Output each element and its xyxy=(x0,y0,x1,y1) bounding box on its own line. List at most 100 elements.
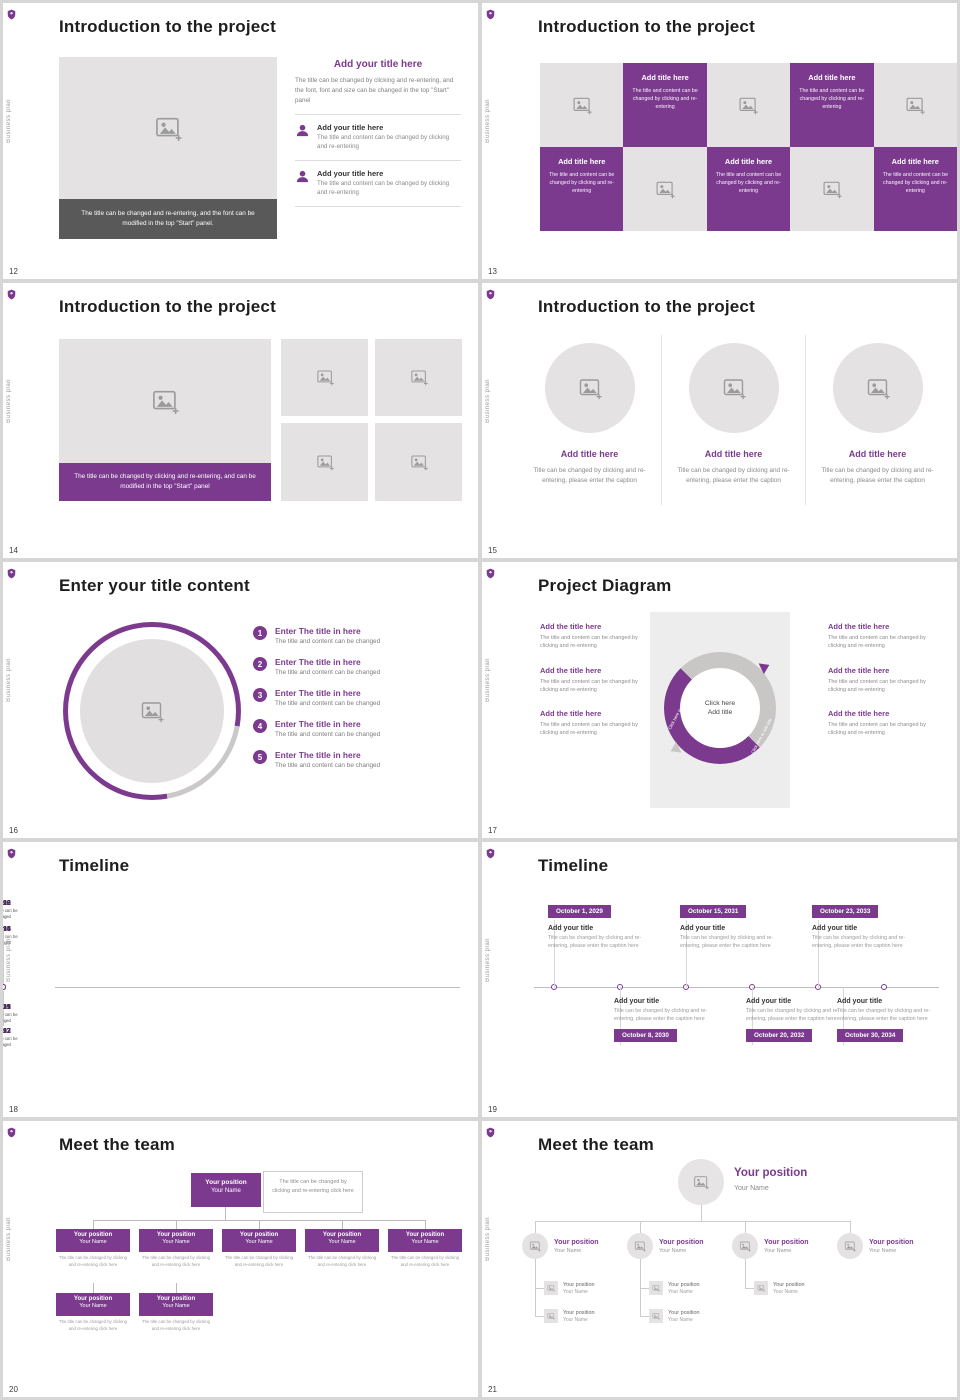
connector-line xyxy=(535,1221,850,1223)
timeline-axis xyxy=(534,986,939,988)
university-emblem-icon xyxy=(486,568,495,579)
slide-rail: Business plan xyxy=(3,562,19,838)
date-badge: October 1, 2029 xyxy=(548,904,611,918)
group-body: Title can be changed by clicking and re-… xyxy=(746,1007,840,1022)
column-item: Add title here Title can be changed by c… xyxy=(805,334,949,506)
box-caption: The title can be changed by clicking and… xyxy=(141,1255,211,1267)
feature-body: The title and content can be changed by … xyxy=(317,134,450,151)
image-icon xyxy=(844,1240,856,1252)
circle-image-placeholder xyxy=(688,342,779,433)
slide-21-thumbnail[interactable]: Business plan Meet the team Your positio… xyxy=(482,1121,957,1397)
slide-number: 20 xyxy=(9,1385,18,1394)
item-body: The title and content can be changed xyxy=(275,762,381,770)
group-title: Add your title xyxy=(812,924,858,932)
org-chart-box: Your position Your Name xyxy=(388,1229,462,1253)
feature-title: Add your title here xyxy=(317,169,384,179)
item-body: The title and content can be changed xyxy=(275,700,381,708)
list-item: 3 Enter The title in here The title and co… xyxy=(253,688,466,707)
avatar-placeholder xyxy=(522,1233,548,1260)
timeline-group: Add your title Title can be changed by c… xyxy=(746,986,862,1045)
slide-rail: Business plan xyxy=(482,562,498,838)
timeline-group: October 23, 2033 Add your title Title ca… xyxy=(812,900,928,988)
university-emblem-icon xyxy=(7,1127,16,1138)
box-caption: The title can be changed by clicking and… xyxy=(224,1255,294,1267)
item-body: The title and content can be changed by … xyxy=(828,678,926,693)
number-badge: 2 xyxy=(253,657,267,672)
rail-vertical-text: Business plan xyxy=(485,99,491,143)
team-sub-member: Your position Your Name xyxy=(649,1309,700,1324)
org-chart-box: Your position Your Name xyxy=(56,1293,130,1317)
position-label: Your position xyxy=(734,1167,808,1180)
image-icon xyxy=(905,95,925,115)
item-body: Title can be changed by clicking and re-… xyxy=(677,466,790,485)
box-caption: The title can be changed by clicking and… xyxy=(141,1319,211,1331)
right-item-column: Add the title here The title and content … xyxy=(828,622,940,753)
entry-body: The title can be changed xyxy=(3,933,18,945)
slide-title: Timeline xyxy=(538,855,609,875)
item-title: Add title here xyxy=(704,448,763,459)
image-icon xyxy=(634,1240,646,1252)
avatar-placeholder xyxy=(544,1281,558,1296)
slide-12-thumbnail[interactable]: Business plan Introduction to the projec… xyxy=(3,3,478,279)
group-title: Add your title xyxy=(746,997,792,1005)
item-title: Add title here xyxy=(848,448,907,459)
entry-body: The title can be changed xyxy=(3,933,18,945)
item-title: Add the title here xyxy=(828,709,890,719)
slide-rail: Business plan xyxy=(482,3,498,279)
feature-item: Add your title here The title and conten… xyxy=(295,161,461,208)
connector-line xyxy=(535,1259,536,1317)
entry-body: The title can be changed xyxy=(3,1035,18,1047)
university-emblem-icon xyxy=(7,848,16,859)
box-caption: The title can be changed by clicking and… xyxy=(390,1255,460,1267)
name-label: Your Name xyxy=(563,1288,588,1295)
image-icon xyxy=(529,1240,541,1252)
item-body: Title can be changed by clicking and re-… xyxy=(533,466,646,485)
slide-title: Timeline xyxy=(59,855,130,875)
item-title: Add the title here xyxy=(540,665,602,675)
cell-title: Add title here xyxy=(724,157,773,166)
slide-title: Project Diagram xyxy=(538,576,672,596)
three-column-layout: Add title here Title can be changed by c… xyxy=(518,334,949,506)
slide-20-thumbnail[interactable]: Business plan Meet the team Your positio… xyxy=(3,1121,478,1397)
text-cell: Add title here The title and content can … xyxy=(790,63,874,147)
year-label: 2022 xyxy=(3,1027,11,1035)
connector-line xyxy=(701,1205,702,1222)
group-title: Add your title xyxy=(614,997,660,1005)
slide-19-thumbnail[interactable]: Business plan Timeline October 1, 2029 A… xyxy=(482,841,957,1118)
date-badge: October 23, 2033 xyxy=(812,904,879,918)
image-icon xyxy=(154,114,182,142)
university-emblem-icon xyxy=(486,1127,495,1138)
list-item: 1 Enter The title in here The title and co… xyxy=(253,626,466,645)
left-item-column: Add the title here The title and content … xyxy=(540,622,652,753)
rail-vertical-text: Business plan xyxy=(485,937,491,982)
slide-14-thumbnail[interactable]: Business plan Introduction to the projec… xyxy=(3,282,478,559)
image-icon xyxy=(652,1312,660,1320)
number-badge: 1 xyxy=(253,626,267,641)
item-body: The title and content can be changed by … xyxy=(828,635,926,650)
slide-15-thumbnail[interactable]: Business plan Introduction to the projec… xyxy=(482,282,957,559)
slide-16-thumbnail[interactable]: Business plan Enter your title content 1… xyxy=(3,562,478,838)
item-title: Add the title here xyxy=(828,622,890,632)
image-icon xyxy=(693,1174,709,1190)
slide-18-thumbnail[interactable]: Business plan Timeline 1991The title can… xyxy=(3,841,478,1118)
entry-body: The title can be changed xyxy=(3,907,18,919)
avatar-placeholder xyxy=(649,1281,663,1296)
slide-title: Meet the team xyxy=(538,1135,654,1155)
image-placeholder xyxy=(281,423,368,501)
entry-body: The title can be changed xyxy=(3,1035,18,1047)
position-label: Your position xyxy=(156,1296,196,1303)
slide-17-thumbnail[interactable]: Business plan Project Diagram Add the ti… xyxy=(482,562,957,838)
image-placeholder xyxy=(281,338,368,417)
image-placeholder xyxy=(623,147,707,231)
image-icon xyxy=(151,387,179,415)
slide-13-thumbnail[interactable]: Business plan Introduction to the projec… xyxy=(482,3,957,279)
image-icon xyxy=(738,95,758,115)
connector-line xyxy=(745,1288,754,1290)
timeline-group: October 1, 2029 Add your title Title can… xyxy=(548,900,664,988)
year-label: 2015 xyxy=(3,925,11,933)
org-chart-box: Your position Your Name xyxy=(305,1229,379,1253)
position-label: Your position xyxy=(563,1309,595,1316)
connector-line xyxy=(535,1316,544,1318)
column-item: Add title here Title can be changed by c… xyxy=(661,334,805,506)
name-label: Your Name xyxy=(554,1247,582,1254)
